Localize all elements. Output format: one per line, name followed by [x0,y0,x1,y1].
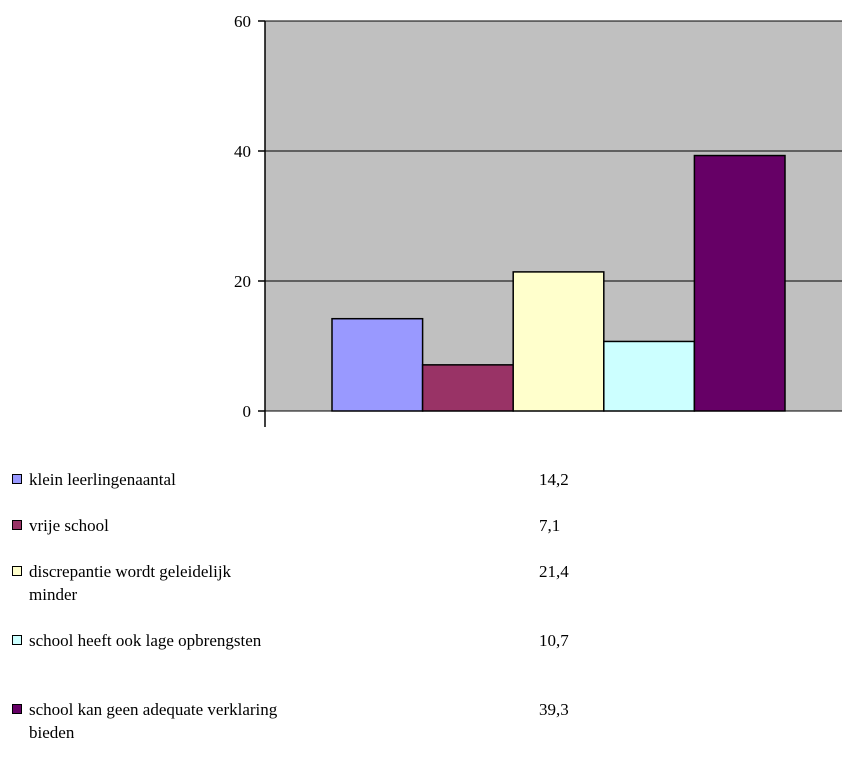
legend-row: school kan geen adequate verklaring bied… [12,698,632,767]
y-tick-label: 40 [234,142,251,161]
legend-value: 21,4 [539,562,569,581]
bar [512,271,605,412]
y-tick-label: 20 [234,272,251,291]
legend-value: 7,1 [539,516,561,535]
legend-swatch [12,566,22,576]
legend-row: vrije school 7,1 [12,514,632,560]
bar [421,364,514,412]
legend-value: 10,7 [539,631,569,650]
bar-chart: 0 20 40 60 [234,12,842,427]
legend-swatch [12,520,22,530]
legend-swatch [12,704,22,714]
legend-label: school heeft ook lage opbrengsten [29,631,262,650]
legend: klein leerlingenaantal 14,2 vrije school… [12,468,632,767]
legend-row: discrepantie wordt geleidelijk minder 21… [12,560,632,629]
bar [603,340,696,412]
bars [331,154,786,412]
legend-label: discrepantie wordt geleidelijk minder [29,562,232,604]
y-tick-label: 0 [243,402,252,421]
legend-value: 39,3 [539,700,569,719]
y-axis: 0 20 40 60 [234,12,266,427]
legend-label: vrije school [29,516,109,535]
legend-label: klein leerlingenaantal [29,470,176,489]
y-tick-label: 60 [234,12,251,31]
legend-swatch [12,635,22,645]
legend-row: school heeft ook lage opbrengsten 10,7 [12,629,632,698]
legend-swatch [12,474,22,484]
bar [331,317,424,412]
bar [693,154,786,412]
legend-label: school kan geen adequate verklaring bied… [29,700,278,742]
legend-row: klein leerlingenaantal 14,2 [12,468,632,514]
legend-value: 14,2 [539,470,569,489]
